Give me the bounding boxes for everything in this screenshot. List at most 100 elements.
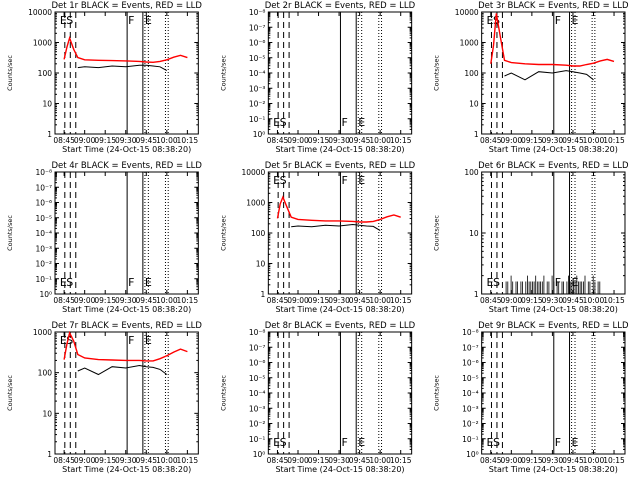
y-tick-label: 1000	[460, 39, 479, 48]
series-lld	[63, 35, 188, 64]
y-tick-label: 10⁻²	[35, 260, 52, 269]
y-axis-label: Counts/sec	[6, 215, 14, 251]
y-tick-label: 10⁻⁶	[35, 199, 52, 208]
y-tick-label: 10⁻²	[249, 420, 266, 429]
x-tick-label: 09:00	[287, 456, 309, 465]
y-tick-label: 10	[256, 260, 266, 269]
panel-det6r: Det 6r BLACK = Events, RED = LLD Counts/s…	[433, 161, 629, 314]
marker-label-e-end: E	[145, 14, 152, 27]
panel-title: Det 2r BLACK = Events, RED = LLD	[265, 1, 416, 11]
series-lld	[276, 195, 401, 223]
marker-label-s: S	[280, 174, 287, 187]
x-tick-label: 10:00	[583, 136, 605, 145]
x-tick-label: 09:30	[542, 456, 564, 465]
panel-det9r: Det 9r BLACK = Events, RED = LLD Counts/s…	[433, 321, 629, 474]
x-tick-label: 09:15	[521, 456, 543, 465]
y-tick-label: 100	[464, 168, 479, 177]
x-tick-label: 10:00	[583, 456, 605, 465]
y-tick-label: 10	[42, 409, 52, 418]
marker-label-f: F	[555, 14, 561, 27]
x-tick-label: 10:00	[369, 296, 391, 305]
x-tick-label: 09:00	[501, 456, 523, 465]
y-tick-label: 10⁻¹	[35, 275, 52, 284]
x-tick-label: 10:00	[369, 136, 391, 145]
x-tick-label: 09:00	[501, 296, 523, 305]
series-lld	[63, 330, 188, 362]
marker-label-e-end: E	[358, 116, 365, 129]
marker-label-s: S	[493, 14, 500, 27]
y-tick-label: 10⁻⁴	[249, 69, 266, 78]
x-tick-label: 09:30	[328, 136, 350, 145]
marker-label-e-end: E	[358, 174, 365, 187]
x-tick-label: 10:15	[177, 136, 199, 145]
y-tick-label: 10⁻³	[249, 84, 266, 93]
series-events	[77, 64, 168, 72]
y-tick-label: 10⁻⁴	[249, 389, 266, 398]
y-tick-label: 10⁻⁷	[35, 183, 52, 192]
series-events	[504, 70, 594, 81]
x-tick-label: 10:00	[156, 456, 178, 465]
y-tick-label: 10⁰	[39, 290, 52, 299]
y-tick-label: 10⁻⁷	[462, 343, 479, 352]
panel-det8r: Det 8r BLACK = Events, RED = LLD Counts/s…	[219, 321, 415, 474]
x-tick-label: 09:15	[521, 296, 543, 305]
panel-det1r: Det 1r BLACK = Events, RED = LLD Counts/s…	[6, 1, 202, 154]
marker-label-e: E	[273, 436, 280, 449]
series-events	[77, 364, 168, 376]
x-tick-label: 10:15	[390, 456, 412, 465]
y-tick-label: 10⁻⁶	[249, 39, 266, 48]
y-tick-label: 10	[469, 100, 479, 109]
x-tick-label: 09:15	[94, 136, 116, 145]
y-axis-label: Counts/sec	[6, 375, 14, 411]
x-tick-label: 09:30	[328, 296, 350, 305]
panel-det2r: Det 2r BLACK = Events, RED = LLD Counts/s…	[219, 1, 415, 154]
panel-title: Det 9r BLACK = Events, RED = LLD	[478, 321, 629, 331]
y-tick-label: 10⁻⁵	[462, 374, 479, 383]
y-tick-label: 1	[47, 130, 52, 139]
y-axis-label: Counts/sec	[6, 55, 14, 91]
panel-det7r: Det 7r BLACK = Events, RED = LLD Counts/s…	[6, 321, 202, 474]
y-axis-label: Counts/sec	[219, 215, 227, 251]
y-tick-label: 10⁻³	[462, 404, 479, 413]
x-tick-label: 09:30	[542, 136, 564, 145]
y-tick-label: 10⁰	[253, 130, 266, 139]
marker-label-e: E	[60, 334, 67, 347]
y-tick-label: 1000	[246, 199, 265, 208]
panel-title: Det 5r BLACK = Events, RED = LLD	[265, 161, 416, 171]
y-tick-label: 10000	[28, 8, 52, 17]
x-tick-label: 10:00	[156, 136, 178, 145]
marker-label-s: S	[66, 334, 73, 347]
y-tick-label: 10	[42, 100, 52, 109]
marker-label-e: E	[60, 276, 67, 289]
y-tick-label: 1000	[33, 328, 52, 337]
marker-label-e-end: E	[145, 334, 152, 347]
marker-label-f: F	[128, 334, 134, 347]
x-tick-label: 09:45	[135, 136, 157, 145]
y-tick-label: 10⁻⁴	[35, 229, 52, 238]
x-tick-label: 10:15	[390, 136, 412, 145]
x-axis-label: Start Time (24-Oct-15 08:38:20)	[275, 305, 404, 314]
y-tick-label: 10⁻⁷	[249, 23, 266, 32]
x-axis-label: Start Time (24-Oct-15 08:38:20)	[62, 465, 191, 474]
marker-label-s: S	[66, 14, 73, 27]
x-tick-label: 09:30	[115, 296, 137, 305]
y-tick-label: 10⁻⁶	[249, 359, 266, 368]
y-tick-label: 10⁻¹	[462, 435, 479, 444]
x-tick-label: 10:15	[390, 296, 412, 305]
marker-label-e: E	[486, 14, 493, 27]
marker-label-f: F	[555, 276, 561, 289]
x-tick-label: 09:45	[135, 456, 157, 465]
x-tick-label: 09:15	[94, 456, 116, 465]
x-tick-label: 09:30	[115, 136, 137, 145]
x-tick-label: 09:00	[74, 296, 96, 305]
x-tick-label: 10:15	[177, 456, 199, 465]
x-axis-label: Start Time (24-Oct-15 08:38:20)	[489, 465, 618, 474]
y-tick-label: 10⁻⁸	[462, 328, 479, 337]
x-tick-label: 09:00	[74, 456, 96, 465]
x-tick-label: 10:00	[156, 296, 178, 305]
x-tick-label: 09:45	[135, 296, 157, 305]
x-tick-label: 09:15	[521, 136, 543, 145]
x-tick-label: 10:00	[369, 456, 391, 465]
x-tick-label: 08:45	[267, 136, 289, 145]
y-tick-label: 10⁻⁸	[35, 168, 52, 177]
